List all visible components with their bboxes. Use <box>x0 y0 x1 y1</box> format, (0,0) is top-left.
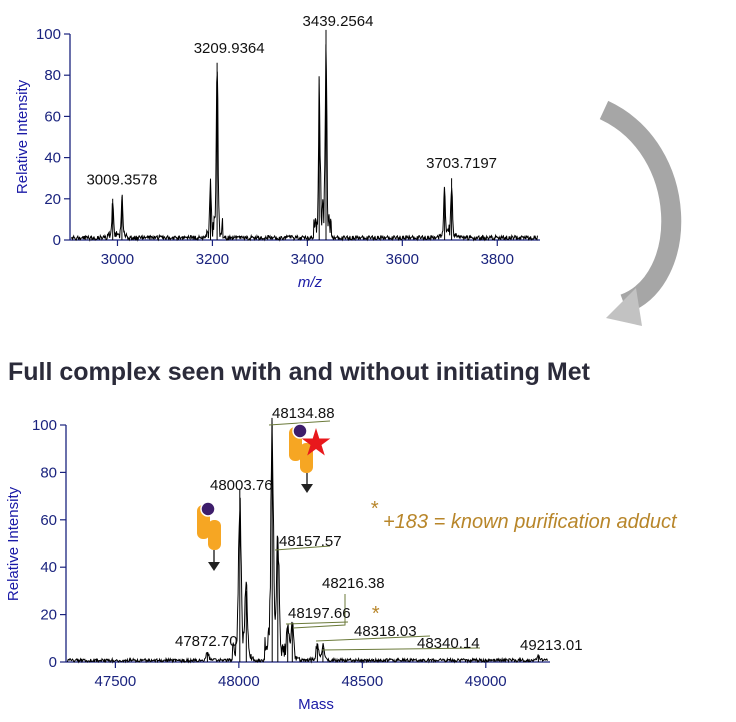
peak-label: 47872.70 <box>175 633 238 650</box>
protein-with-met-icon <box>289 423 331 493</box>
mz-y-axis-label: Relative Intensity <box>14 79 31 194</box>
y-tick-label: 20 <box>40 607 57 624</box>
x-tick-label: 3000 <box>101 251 134 268</box>
peak-label: 48157.57 <box>279 533 342 550</box>
y-tick-label: 20 <box>44 191 61 208</box>
peak-label: 48197.66 <box>288 605 351 622</box>
peak-label: 3209.9364 <box>194 40 265 57</box>
y-tick-label: 0 <box>49 654 57 671</box>
peak-label: 3009.3578 <box>86 172 157 189</box>
x-tick-label: 49000 <box>465 673 507 690</box>
mass-y-axis-label: Relative Intensity <box>5 486 22 601</box>
adduct-star-marker: * <box>370 498 379 520</box>
peak-label: 49213.01 <box>520 637 583 654</box>
adduct-note: +183 = known purification adduct <box>383 511 678 533</box>
mass-spectrum-panel: 0 20 40 60 80 100 47500 48000 48500 49000 47872.… <box>5 405 583 713</box>
mz-spectrum-trace <box>70 29 538 242</box>
y-tick-label: 40 <box>44 150 61 167</box>
x-tick-label: 48000 <box>218 673 260 690</box>
protein-subunit-icon <box>197 501 221 571</box>
y-tick-label: 80 <box>44 67 61 84</box>
mass-x-ticks: 47500 48000 48500 49000 <box>95 662 507 690</box>
adduct-star-peak-marker: * <box>371 603 380 625</box>
mz-y-ticks: 0 20 40 60 80 100 <box>36 26 70 249</box>
x-tick-label: 3400 <box>291 251 324 268</box>
mass-y-ticks: 0 20 40 60 80 100 <box>32 417 66 671</box>
label-leader-line <box>315 635 431 642</box>
down-arrow-icon <box>208 550 220 571</box>
mz-x-ticks: 3000 3200 3400 3600 3800 <box>101 240 514 268</box>
y-tick-label: 80 <box>40 464 57 481</box>
y-tick-label: 60 <box>40 512 57 529</box>
peak-label: 48216.38 <box>322 575 385 592</box>
label-leader-line <box>285 621 349 625</box>
mz-spectrum-panel: 0 20 40 60 80 100 3000 3200 3400 3600 3800 3009.3… <box>14 13 540 291</box>
x-tick-label: 3600 <box>386 251 419 268</box>
y-tick-label: 0 <box>53 232 61 249</box>
peak-label: 3703.7197 <box>426 155 497 172</box>
mass-spectrum-trace <box>66 417 548 664</box>
mz-x-axis-label: m/z <box>298 274 323 291</box>
mz-peak-labels: 3009.3578 3209.9364 3439.2564 3703.7197 <box>86 13 497 189</box>
y-tick-label: 100 <box>32 417 57 434</box>
x-tick-label: 48500 <box>341 673 383 690</box>
label-leader-line <box>274 545 331 551</box>
y-tick-label: 40 <box>40 559 57 576</box>
peak-label: 48318.03 <box>354 623 417 640</box>
x-tick-label: 47500 <box>95 673 137 690</box>
mass-x-axis-label: Mass <box>298 696 334 713</box>
mass-label-leaders <box>268 420 481 651</box>
peak-label: 48003.76 <box>210 477 273 494</box>
section-heading: Full complex seen with and without initi… <box>8 358 591 386</box>
y-tick-label: 100 <box>36 26 61 43</box>
mass-peak-labels: 47872.70 48003.76 48134.88 48157.57 48197.66… <box>175 405 583 654</box>
down-arrow-icon <box>301 473 313 493</box>
x-tick-label: 3200 <box>196 251 229 268</box>
peak-label: 3439.2564 <box>303 13 374 30</box>
label-leader-line <box>268 420 331 426</box>
label-leader-line <box>321 647 481 651</box>
curved-arrow-icon <box>599 100 682 326</box>
x-tick-label: 3800 <box>481 251 514 268</box>
y-tick-label: 60 <box>44 108 61 125</box>
peak-label: 48340.14 <box>417 635 480 652</box>
label-leader-line <box>292 594 346 629</box>
red-star-icon <box>301 428 331 456</box>
peak-label: 48134.88 <box>272 405 335 422</box>
